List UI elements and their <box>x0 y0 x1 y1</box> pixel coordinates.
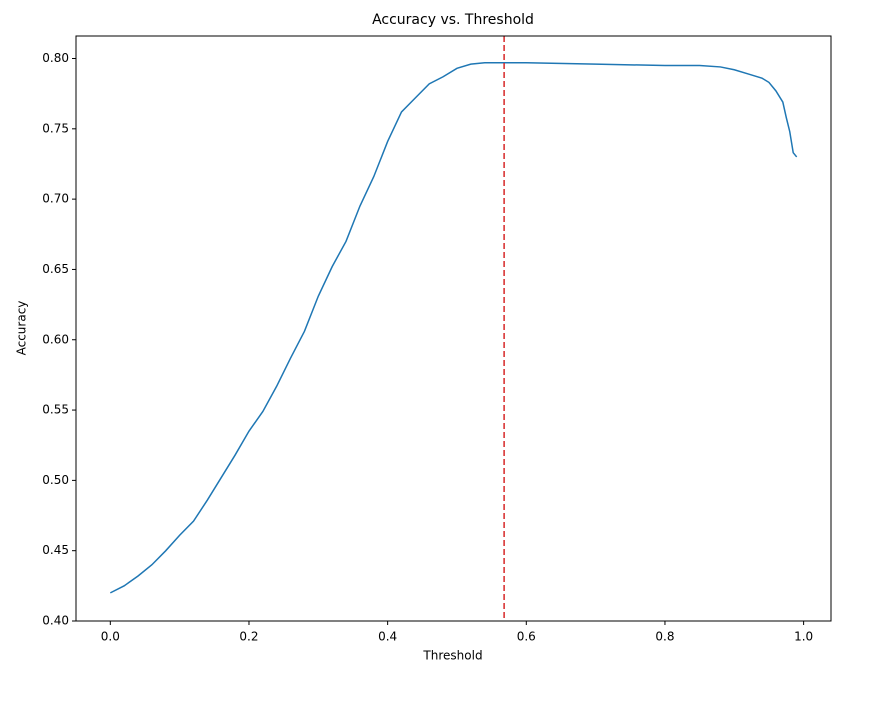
y-tick-label: 0.45 <box>42 543 69 557</box>
x-tick-label: 1.0 <box>794 630 813 644</box>
y-tick-label: 0.65 <box>42 262 69 276</box>
y-axis-label: Accuracy <box>15 301 29 356</box>
plot-frame <box>75 35 832 622</box>
y-tick-label: 0.75 <box>42 121 69 135</box>
x-tick-label: 0.2 <box>239 630 258 644</box>
y-tick-label: 0.40 <box>42 614 69 628</box>
x-tick-label: 0.8 <box>655 630 674 644</box>
y-tick-label: 0.70 <box>42 192 69 206</box>
y-tick-label: 0.60 <box>42 332 69 346</box>
x-tick-label: 0.6 <box>517 630 536 644</box>
y-tick-label: 0.50 <box>42 473 69 487</box>
y-tick-label: 0.80 <box>42 51 69 65</box>
chart-title: Accuracy vs. Threshold <box>372 12 534 28</box>
x-axis-label: Threshold <box>422 649 482 663</box>
data-line <box>109 61 798 594</box>
y-tick-label: 0.55 <box>42 403 69 417</box>
x-tick-label: 0.0 <box>101 630 120 644</box>
x-tick-label: 0.4 <box>378 630 397 644</box>
